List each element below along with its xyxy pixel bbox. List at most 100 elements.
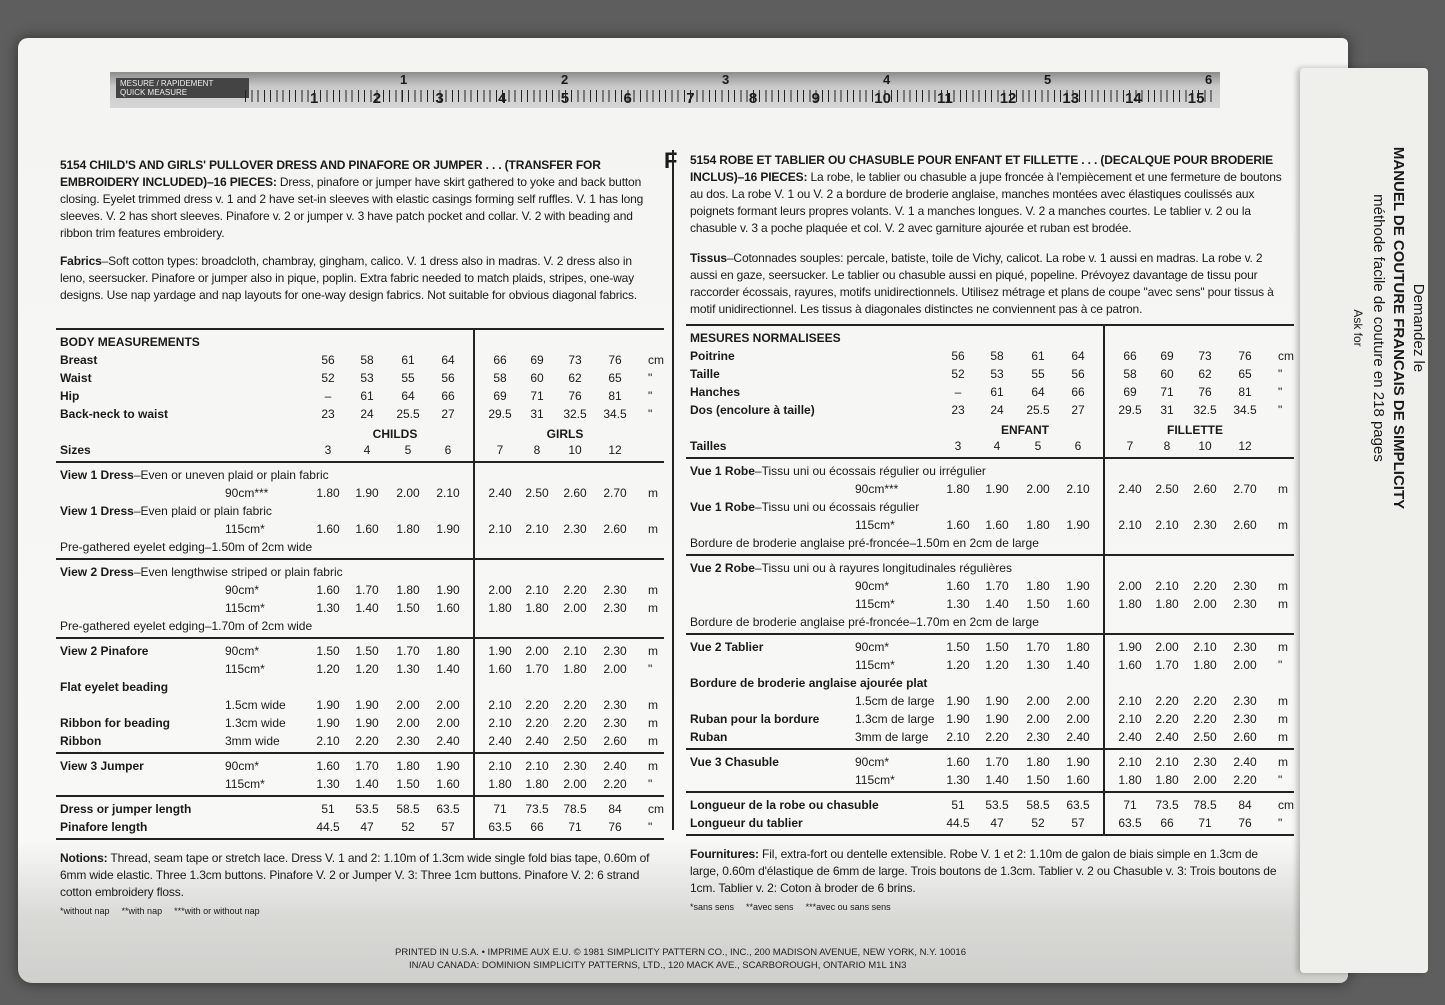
sub-label: 1.5cm wide — [225, 698, 286, 712]
value: 73 — [568, 353, 582, 367]
value: 81 — [608, 389, 622, 403]
sub-label: 115cm* — [855, 658, 895, 672]
value: 76 — [568, 389, 582, 403]
value: 2.00 — [1026, 482, 1050, 496]
value: 2.00 — [396, 698, 420, 712]
value: 1.60 — [946, 579, 970, 593]
paragraph-text: –Soft cotton types: broadcloth, chambray… — [60, 254, 638, 302]
value: 1.90 — [488, 644, 512, 658]
value: 12 — [608, 443, 622, 457]
value: 1.40 — [355, 777, 379, 791]
value: 1.30 — [946, 597, 970, 611]
table-rule — [686, 633, 1294, 635]
value: 55 — [401, 371, 415, 385]
value: 2.10 — [946, 730, 970, 744]
unit: " — [648, 371, 653, 385]
value: 69 — [1160, 349, 1174, 363]
value: 1.80 — [488, 601, 512, 615]
paragraph-text: –Cotonnades souples: percale, batiste, t… — [690, 251, 1274, 316]
ruler-label-fr: MESURE / RAPIDEMENT — [120, 79, 214, 88]
value: 58 — [990, 349, 1004, 363]
unit: " — [648, 820, 653, 834]
value: 69 — [493, 389, 507, 403]
value: 66 — [1160, 816, 1174, 830]
value: 56 — [441, 371, 455, 385]
value: 2.30 — [603, 644, 627, 658]
value: 1.80 — [1026, 518, 1050, 532]
value: 2.60 — [1233, 518, 1257, 532]
paragraph-head: Tissus — [690, 251, 727, 265]
value: 1.70 — [355, 759, 379, 773]
unit: m — [1278, 579, 1288, 593]
table-rule — [686, 554, 1294, 556]
value: 2.40 — [525, 734, 549, 748]
value: 2.10 — [525, 522, 549, 536]
value: 2.40 — [488, 486, 512, 500]
label: Vue 1 Robe — [690, 464, 755, 478]
note: –Tissu uni ou écossais régulier — [754, 500, 920, 514]
paragraph-text: Fil, extra-fort ou dentelle extensible. … — [690, 847, 1277, 895]
value: 2.10 — [488, 759, 512, 773]
ruler-ticks — [245, 90, 1215, 102]
row-label: View 3 Jumper — [60, 758, 144, 774]
paragraph: 5154 CHILD'S AND GIRLS' PULLOVER DRESS A… — [60, 157, 660, 242]
row-label: Longueur de la robe ou chasuble — [690, 797, 879, 813]
value: 6 — [1074, 439, 1082, 453]
label: MESURES NORMALISEES — [690, 331, 841, 345]
row-label: Hanches — [690, 384, 740, 400]
value: 1.40 — [985, 597, 1009, 611]
row-label: Pinafore length — [60, 819, 147, 835]
value: 24 — [360, 407, 374, 421]
value: 1.80 — [525, 601, 549, 615]
label: Hanches — [690, 385, 741, 399]
row-label: View 2 Dress–Even lengthwise striped or … — [60, 564, 343, 580]
row-label: Bordure de broderie anglaise pré-froncée… — [690, 535, 1039, 551]
column-divider — [672, 150, 674, 830]
value: 1.50 — [985, 640, 1009, 654]
value: 2.40 — [603, 759, 627, 773]
value: 58.5 — [1026, 798, 1050, 812]
value: 1.70 — [985, 755, 1009, 769]
value: 1.60 — [1066, 597, 1090, 611]
value: 1.50 — [316, 644, 340, 658]
label: Back-neck to waist — [60, 407, 169, 421]
inch-label: 6 — [1205, 72, 1213, 87]
row-label: Taille — [690, 366, 720, 382]
unit: m — [648, 522, 658, 536]
paragraph-text: Thread, seam tape or stretch lace. Dress… — [60, 851, 650, 899]
value: 71 — [1123, 798, 1137, 812]
value: 1.60 — [1118, 658, 1142, 672]
value: 2.30 — [396, 734, 420, 748]
sub-label: 90cm* — [855, 579, 890, 593]
value: 1.30 — [316, 777, 340, 791]
unit: m — [1278, 640, 1288, 654]
table-rule — [56, 558, 664, 560]
value: 76 — [1198, 385, 1212, 399]
value: 2.30 — [1233, 712, 1257, 726]
row-label: Tailles — [690, 438, 726, 454]
value: 31 — [1160, 403, 1174, 417]
value: 2.60 — [1233, 730, 1257, 744]
label: Vue 3 Chasuble — [690, 755, 779, 769]
value: 69 — [1123, 385, 1137, 399]
value: 2.00 — [563, 601, 587, 615]
table-rule — [56, 461, 664, 463]
row-label: Breast — [60, 352, 97, 368]
footer-line: PRINTED IN U.S.A. • IMPRIME AUX E.U. © 1… — [395, 947, 966, 958]
value: 34.5 — [1233, 403, 1257, 417]
unit: m — [648, 734, 658, 748]
table-rule — [686, 834, 1294, 836]
value: 2.40 — [1155, 730, 1179, 744]
value: 7 — [496, 443, 504, 457]
row-label: Pre-gathered eyelet edging–1.50m of 2cm … — [60, 539, 312, 555]
value: 2.10 — [436, 486, 460, 500]
value: 1.80 — [1118, 773, 1142, 787]
value: 4 — [993, 439, 1001, 453]
row-label: Vue 2 Tablier — [690, 639, 763, 655]
value: 51 — [321, 802, 335, 816]
footnotes: *without nap **with nap ***with or without… — [60, 906, 272, 916]
note: Pre-gathered eyelet edging–1.50m of 2cm … — [60, 540, 313, 554]
value: 2.40 — [1233, 755, 1257, 769]
value: 2.70 — [1233, 482, 1257, 496]
side-line: méthode facile de couture en 218 pages — [1370, 194, 1387, 462]
